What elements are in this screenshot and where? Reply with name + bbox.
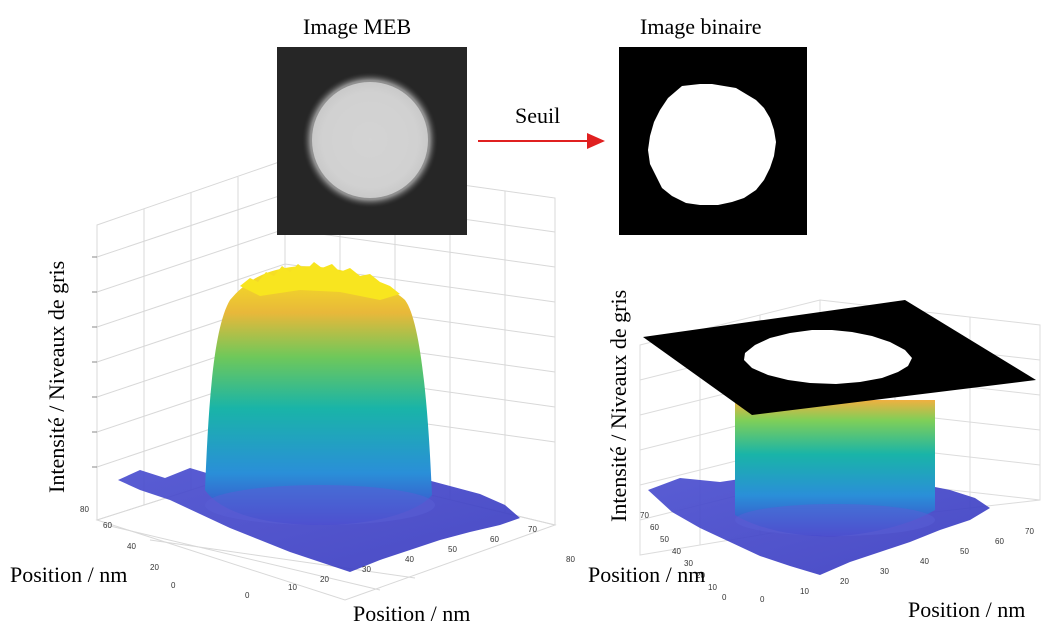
tick-label: 60 (995, 537, 1004, 546)
tick-label: 40 (405, 555, 414, 564)
tick-label: 40 (672, 547, 681, 556)
tick-label: 10 (800, 587, 809, 596)
tick-label: 30 (880, 567, 889, 576)
right-plot-left-ticks: 70 60 50 40 30 20 10 0 (640, 511, 727, 602)
tick-label: 30 (362, 565, 371, 574)
left-plot-xlabel-left: Position / nm (10, 562, 128, 587)
right-plot-bottom-ticks: 0 10 20 30 40 50 60 70 (760, 527, 1034, 604)
sem-image (277, 47, 467, 235)
binary-image-title: Image binaire (640, 14, 762, 39)
tick-label: 80 (80, 505, 89, 514)
tick-label: 50 (960, 547, 969, 556)
tick-label: 50 (660, 535, 669, 544)
right-plot-xlabel-left: Position / nm (588, 562, 706, 587)
sem-image-title: Image MEB (303, 14, 412, 39)
tick-label: 20 (150, 563, 159, 572)
binary-image (619, 47, 807, 235)
tick-label: 0 (722, 593, 727, 602)
tick-label: 20 (696, 571, 705, 580)
tick-label: 60 (650, 523, 659, 532)
right-3d-plot: 70 60 50 40 30 20 10 0 0 10 20 30 40 50 … (639, 299, 1041, 604)
tick-label: 70 (528, 525, 537, 534)
right-plot-xlabel-bottom: Position / nm (908, 597, 1026, 622)
threshold-plane-circle (744, 330, 912, 384)
tick-label: 0 (171, 581, 176, 590)
tick-label: 0 (245, 591, 250, 600)
tick-label: 80 (566, 555, 575, 564)
tick-label: 60 (490, 535, 499, 544)
right-pillar-surface (735, 400, 935, 537)
tick-label: 20 (840, 577, 849, 586)
tick-label: 60 (103, 521, 112, 530)
left-plot-xlabel-bottom: Position / nm (353, 601, 471, 626)
tick-label: 20 (320, 575, 329, 584)
tick-label: 10 (288, 583, 297, 592)
tick-label: 70 (1025, 527, 1034, 536)
tick-label: 10 (708, 583, 717, 592)
tick-label: 50 (448, 545, 457, 554)
tick-label: 30 (684, 559, 693, 568)
left-dome-surface (205, 266, 432, 525)
tick-label: 40 (920, 557, 929, 566)
tick-label: 0 (760, 595, 765, 604)
left-plot-bottom-ticks: 0 10 20 30 40 50 60 70 80 (245, 525, 575, 600)
left-plot-ylabel: Intensité / Niveaux de gris (44, 260, 69, 493)
left-3d-plot: 80 60 40 20 0 0 10 20 30 40 50 60 70 80 (80, 159, 575, 601)
right-plot-ylabel: Intensité / Niveaux de gris (606, 289, 631, 522)
threshold-label: Seuil (515, 103, 561, 128)
tick-label: 40 (127, 542, 136, 551)
left-plot-left-ticks: 80 60 40 20 0 (80, 505, 176, 590)
tick-label: 70 (640, 511, 649, 520)
